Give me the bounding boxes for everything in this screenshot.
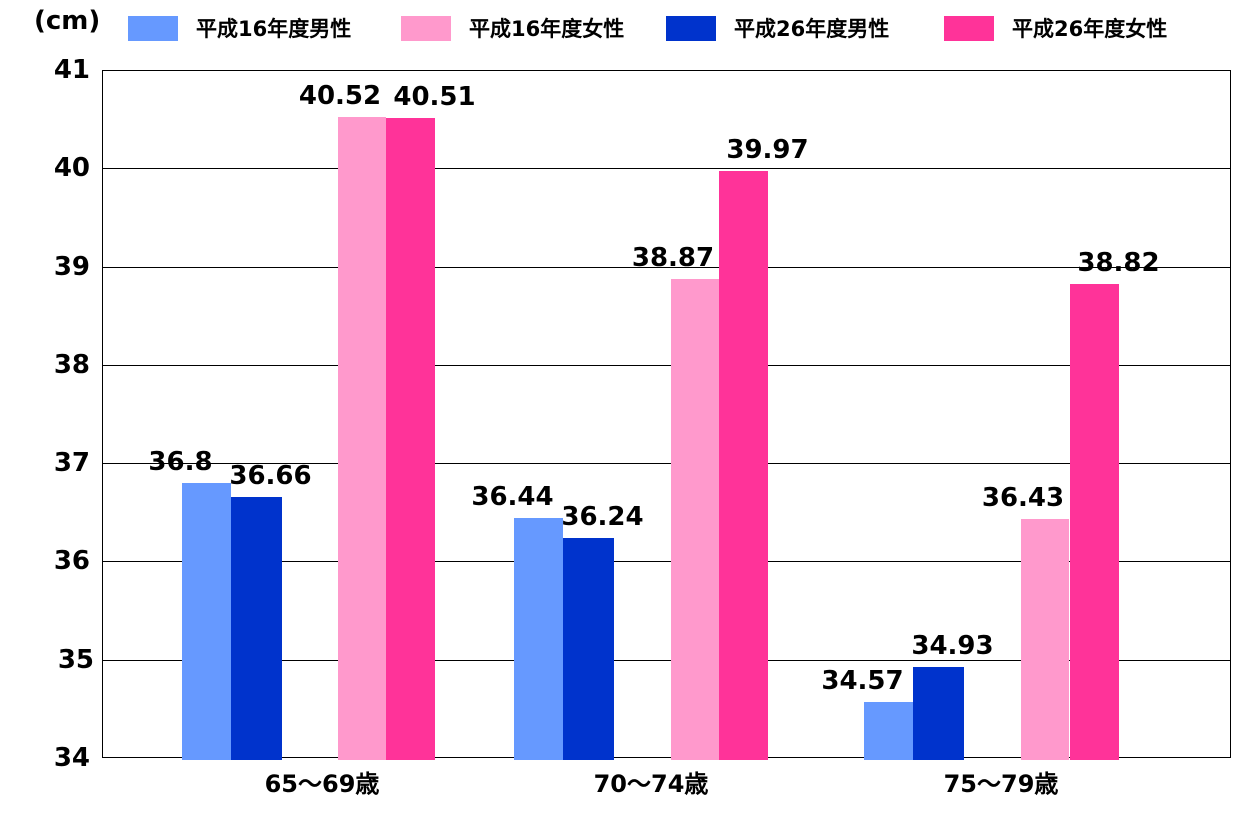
gridline: [103, 463, 1230, 465]
legend-label: 平成16年度男性: [196, 17, 352, 41]
bar-h16-female: [671, 279, 719, 760]
bar-h16-male: [864, 701, 913, 760]
bar-h16-female: [338, 117, 386, 760]
bar-h16-female: [1021, 519, 1069, 760]
gridline: [103, 561, 1230, 563]
gridline: [103, 266, 1230, 268]
data-label: 36.8: [148, 446, 213, 477]
data-label: 36.24: [561, 501, 644, 532]
legend-swatch-h16-male: [128, 15, 178, 41]
bar-h26-male: [563, 537, 614, 760]
data-label: 40.52: [298, 81, 382, 112]
data-label: 36.66: [229, 460, 312, 491]
plot-area: [102, 70, 1231, 758]
y-tick-label: 36: [53, 546, 90, 577]
legend-item-h16-female: 平成16年度女性: [401, 12, 624, 44]
y-tick-label: 37: [53, 448, 90, 479]
legend-swatch-h26-female: [944, 15, 994, 41]
bar-h16-male: [514, 518, 563, 760]
legend-swatch-h26-male: [666, 15, 716, 41]
x-tick-label: 70～74歳: [593, 770, 709, 798]
gridline: [103, 168, 1230, 170]
bar-h16-male: [182, 482, 231, 760]
data-label: 38.82: [1077, 248, 1160, 279]
legend-item-h26-female: 平成26年度女性: [944, 12, 1167, 44]
y-tick-label: 34: [53, 743, 90, 773]
data-label: 38.87: [631, 243, 715, 274]
gridline: [103, 364, 1230, 366]
data-label: 40.51: [393, 82, 476, 113]
legend-label: 平成16年度女性: [469, 17, 625, 41]
data-label: 39.97: [726, 135, 809, 166]
bar-h26-female: [719, 171, 768, 760]
y-tick-label: 35: [57, 644, 94, 675]
gridline: [103, 659, 1230, 661]
data-label: 36.44: [471, 482, 554, 513]
x-tick-label: 65～69歳: [264, 770, 380, 798]
bar-h26-female: [386, 118, 435, 760]
unit-label: (cm): [34, 6, 101, 36]
y-tick-label: 40: [53, 153, 90, 184]
data-label: 36.43: [981, 483, 1065, 514]
y-tick-label: 39: [53, 251, 90, 282]
data-label: 34.93: [911, 630, 994, 661]
legend-swatch-h16-female: [401, 15, 451, 41]
y-tick-label: 41: [53, 55, 90, 85]
x-tick-label: 75～79歳: [943, 770, 1059, 798]
bar-h26-male: [231, 496, 282, 760]
legend-item-h26-male: 平成26年度男性: [666, 12, 889, 44]
bar-h26-female: [1070, 284, 1119, 760]
y-tick-label: 38: [53, 349, 90, 380]
bar-h26-male: [913, 666, 964, 760]
legend-item-h16-male: 平成16年度男性: [128, 12, 351, 44]
data-label: 34.57: [821, 665, 904, 696]
legend-label: 平成26年度女性: [1012, 17, 1168, 41]
legend-label: 平成26年度男性: [734, 17, 890, 41]
